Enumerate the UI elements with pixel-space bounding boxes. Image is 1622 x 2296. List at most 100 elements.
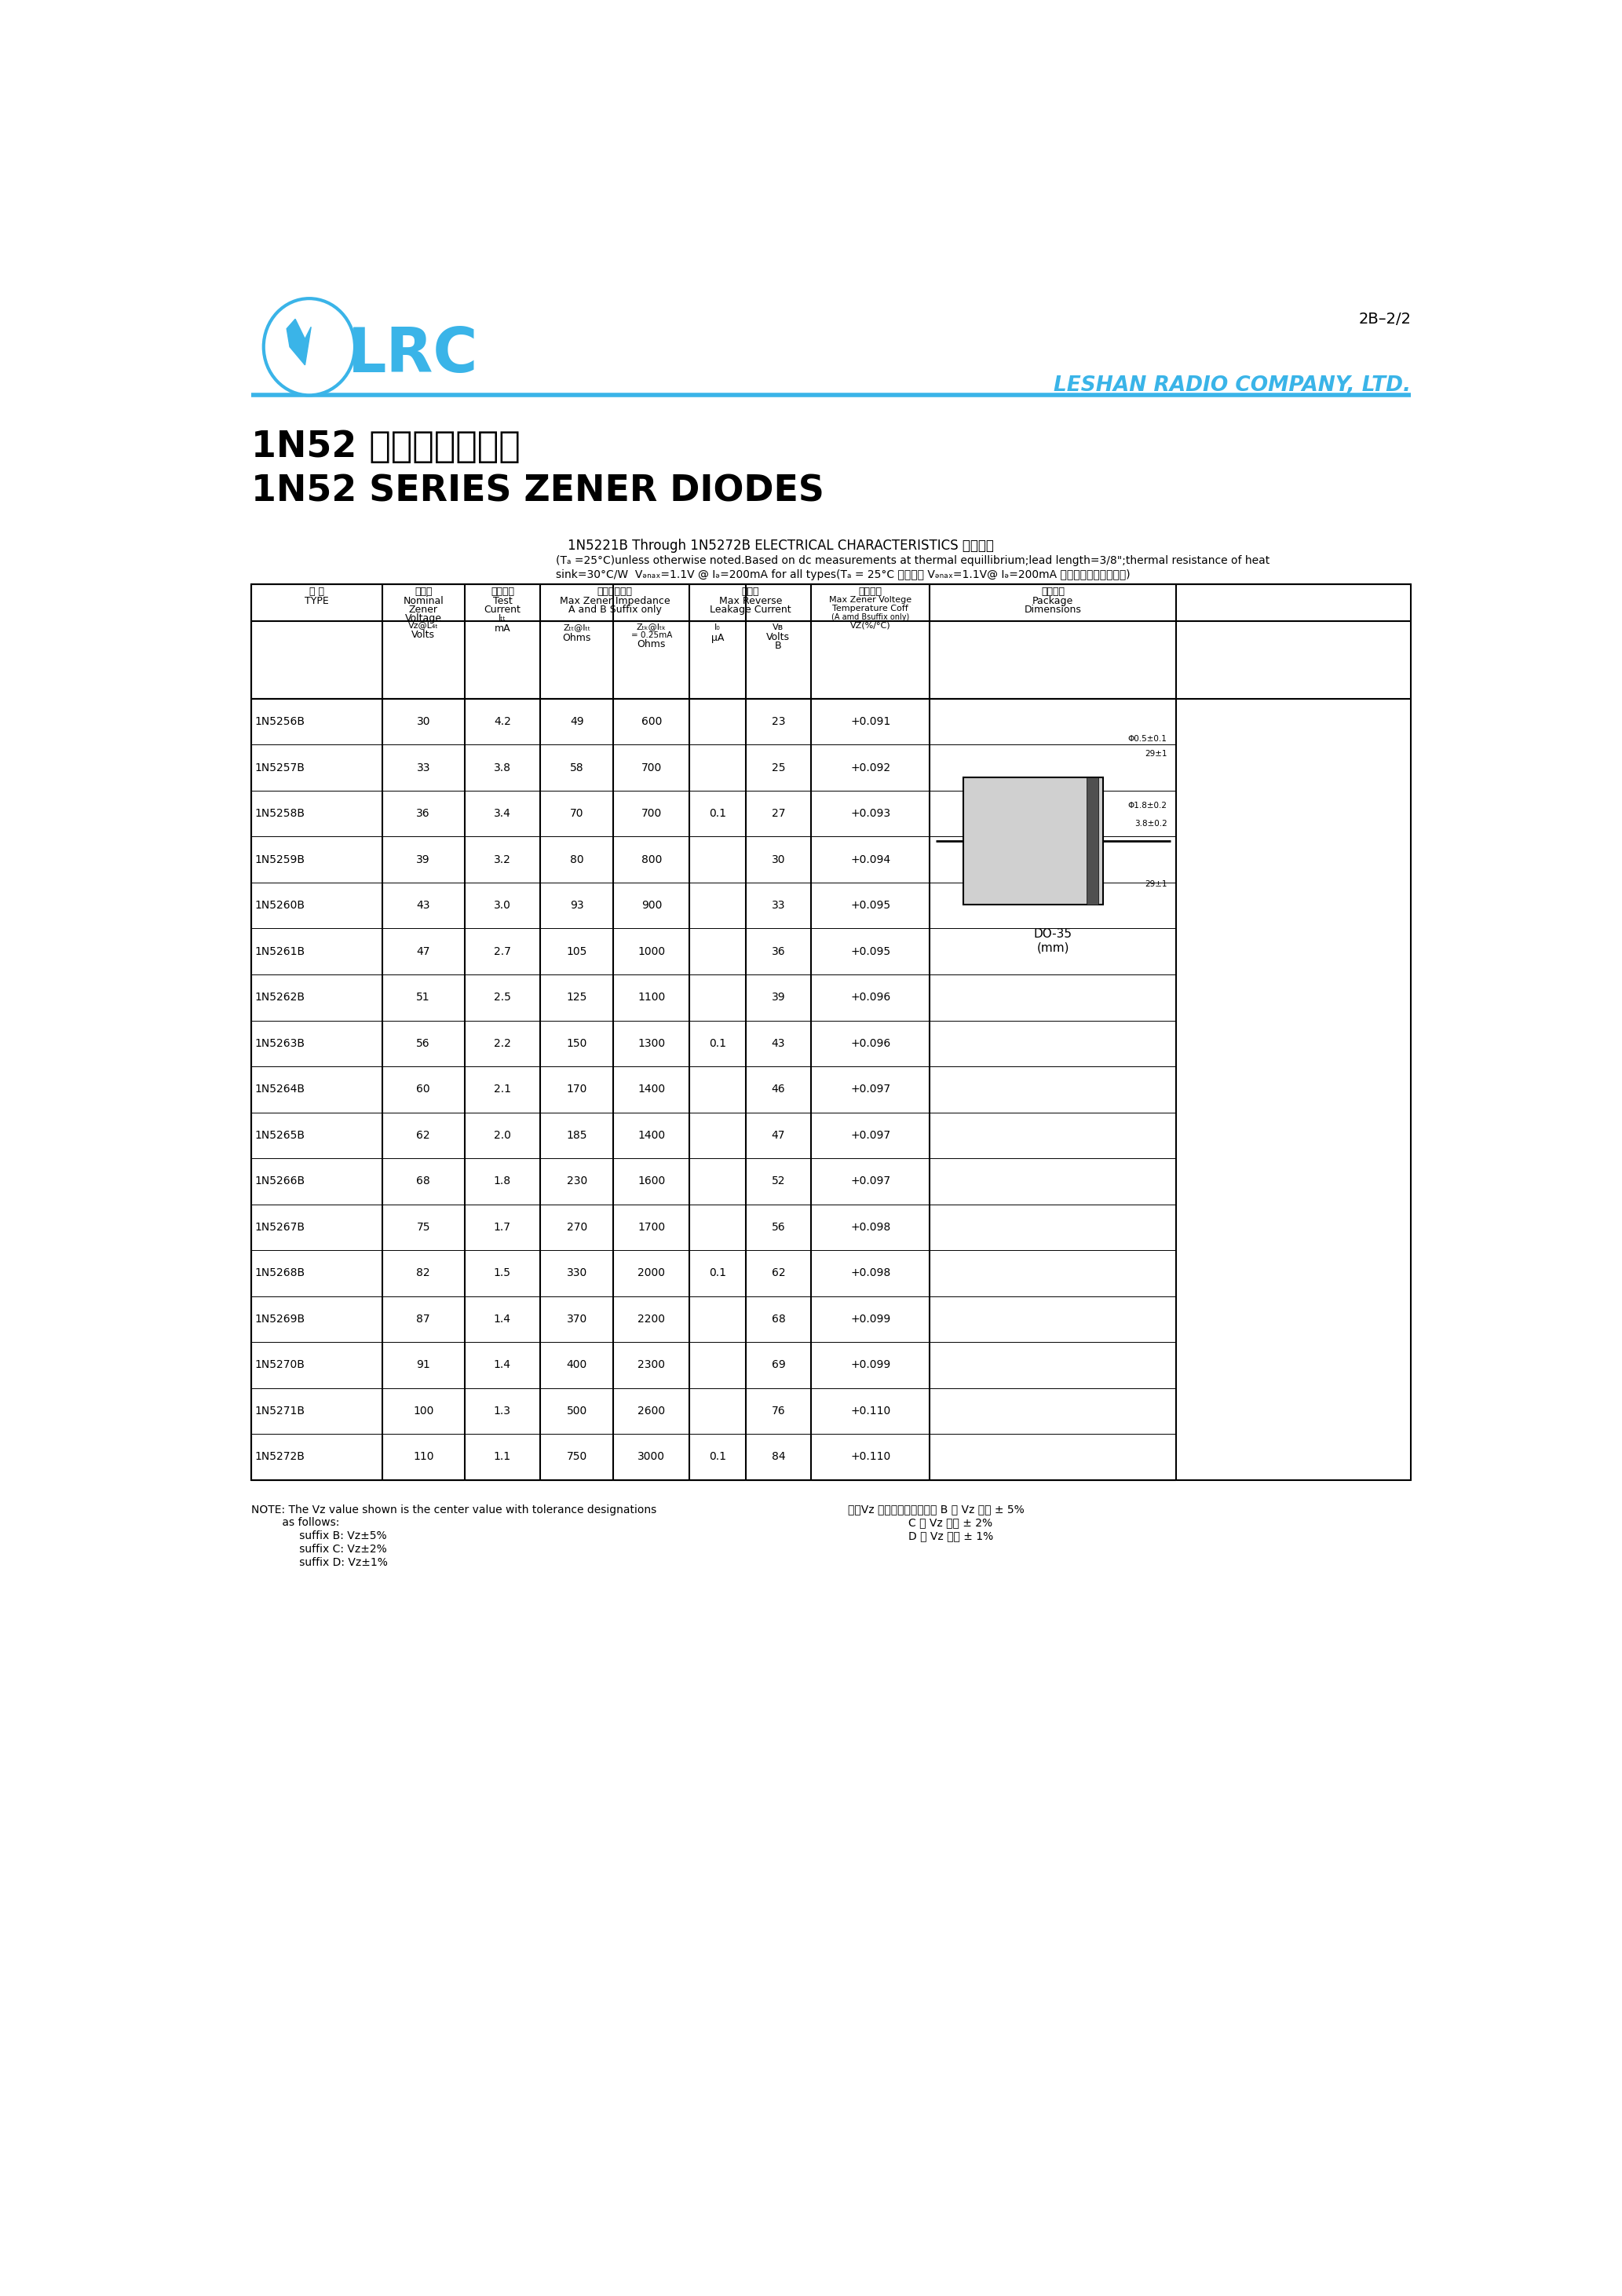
Text: VZ(%/°C): VZ(%/°C): [850, 622, 890, 629]
Text: 700: 700: [641, 808, 662, 820]
Text: +0.092: +0.092: [850, 762, 890, 774]
Text: +0.093: +0.093: [850, 808, 890, 820]
Text: 1N5221B Through 1N5272B ELECTRICAL CHARACTERISTICS 电性参数: 1N5221B Through 1N5272B ELECTRICAL CHARA…: [568, 540, 994, 553]
Text: 1N5272B: 1N5272B: [255, 1451, 305, 1463]
Text: LRC: LRC: [347, 326, 478, 386]
Text: +0.096: +0.096: [850, 992, 890, 1003]
Text: 1.1: 1.1: [493, 1451, 511, 1463]
Text: Voltage: Voltage: [406, 613, 441, 622]
Text: 测试电流: 测试电流: [490, 585, 514, 597]
Text: 1400: 1400: [637, 1130, 665, 1141]
Text: 51: 51: [417, 992, 430, 1003]
Text: 56: 56: [772, 1221, 785, 1233]
Text: 1400: 1400: [637, 1084, 665, 1095]
Text: = 0.25mA: = 0.25mA: [631, 631, 672, 638]
Polygon shape: [287, 319, 311, 365]
Text: 2.5: 2.5: [493, 992, 511, 1003]
Text: +0.110: +0.110: [850, 1451, 890, 1463]
Text: as follows:: as follows:: [251, 1518, 339, 1529]
Text: 125: 125: [566, 992, 587, 1003]
Text: +0.097: +0.097: [850, 1084, 890, 1095]
Text: 82: 82: [417, 1267, 430, 1279]
Text: 29±1: 29±1: [1145, 879, 1168, 889]
Text: 30: 30: [772, 854, 785, 866]
Text: Nominal: Nominal: [402, 597, 444, 606]
Text: 43: 43: [772, 1038, 785, 1049]
Text: 4.2: 4.2: [493, 716, 511, 728]
Text: 70: 70: [569, 808, 584, 820]
Text: 800: 800: [641, 854, 662, 866]
Text: 43: 43: [417, 900, 430, 912]
Text: 2200: 2200: [637, 1313, 665, 1325]
Text: 注：Vz 为稳压中心値，其中 B 档 Vz 容差 ± 5%: 注：Vz 为稳压中心値，其中 B 档 Vz 容差 ± 5%: [848, 1504, 1023, 1515]
Bar: [251, 583, 1411, 1481]
Text: +0.091: +0.091: [850, 716, 890, 728]
Text: 56: 56: [417, 1038, 430, 1049]
Text: 700: 700: [641, 762, 662, 774]
Text: +0.110: +0.110: [850, 1405, 890, 1417]
Text: 750: 750: [566, 1451, 587, 1463]
Text: 230: 230: [566, 1176, 587, 1187]
Text: Max Reverse: Max Reverse: [719, 597, 782, 606]
Text: DO-35: DO-35: [1033, 928, 1072, 941]
Text: 105: 105: [566, 946, 587, 957]
Text: 29±1: 29±1: [1145, 751, 1168, 758]
Text: 2000: 2000: [637, 1267, 665, 1279]
Text: 1N5269B: 1N5269B: [255, 1313, 305, 1325]
Text: 2.1: 2.1: [493, 1084, 511, 1095]
Text: 3.4: 3.4: [493, 808, 511, 820]
Text: 68: 68: [772, 1313, 785, 1325]
Text: 84: 84: [772, 1451, 785, 1463]
Text: 1N5264B: 1N5264B: [255, 1084, 305, 1095]
Text: Vʙ: Vʙ: [772, 625, 783, 631]
Text: I₀: I₀: [714, 625, 720, 631]
Text: Φ1.8±0.2: Φ1.8±0.2: [1127, 801, 1168, 810]
Text: 27: 27: [772, 808, 785, 820]
Text: Temperature Coff: Temperature Coff: [832, 604, 908, 613]
Text: 3.0: 3.0: [493, 900, 511, 912]
Text: suffix B: Vz±5%: suffix B: Vz±5%: [251, 1531, 388, 1541]
Text: 2.0: 2.0: [493, 1130, 511, 1141]
Text: 25: 25: [772, 762, 785, 774]
Text: 900: 900: [641, 900, 662, 912]
Text: 69: 69: [772, 1359, 785, 1371]
Text: Iₜₜ: Iₜₜ: [498, 613, 506, 622]
Text: 温度系数: 温度系数: [858, 585, 882, 597]
Text: 49: 49: [569, 716, 584, 728]
Text: 0.1: 0.1: [709, 1451, 727, 1463]
Text: +0.095: +0.095: [850, 900, 890, 912]
Text: 46: 46: [772, 1084, 785, 1095]
Text: +0.099: +0.099: [850, 1313, 890, 1325]
Text: TYPE: TYPE: [305, 597, 329, 606]
Text: 1N5260B: 1N5260B: [255, 900, 305, 912]
Text: 62: 62: [772, 1267, 785, 1279]
Text: 1N5258B: 1N5258B: [255, 808, 305, 820]
Text: Ohms: Ohms: [637, 641, 665, 650]
Text: 36: 36: [417, 808, 430, 820]
Text: C 档 Vz 容差 ± 2%: C 档 Vz 容差 ± 2%: [908, 1518, 993, 1529]
Text: Max Zener Impedance: Max Zener Impedance: [560, 597, 670, 606]
Text: NOTE: The Vz value shown is the center value with tolerance designations: NOTE: The Vz value shown is the center v…: [251, 1504, 657, 1515]
Text: +0.096: +0.096: [850, 1038, 890, 1049]
Text: 370: 370: [566, 1313, 587, 1325]
Text: suffix D: Vz±1%: suffix D: Vz±1%: [251, 1557, 388, 1568]
Text: Ohms: Ohms: [563, 634, 592, 643]
Text: 33: 33: [772, 900, 785, 912]
Text: μA: μA: [710, 634, 723, 643]
Text: 60: 60: [417, 1084, 430, 1095]
Text: 3.8±0.2: 3.8±0.2: [1134, 820, 1168, 827]
Text: +0.094: +0.094: [850, 854, 890, 866]
Text: Dimensions: Dimensions: [1025, 604, 1082, 615]
Text: (Tₐ =25°C)unless otherwise noted.Based on dc measurements at thermal equillibriu: (Tₐ =25°C)unless otherwise noted.Based o…: [556, 556, 1270, 565]
Text: 47: 47: [417, 946, 430, 957]
Text: 80: 80: [569, 854, 584, 866]
Text: 110: 110: [414, 1451, 433, 1463]
Text: 型 号: 型 号: [310, 585, 324, 597]
Text: 2300: 2300: [637, 1359, 665, 1371]
Text: 0.1: 0.1: [709, 808, 727, 820]
Text: 36: 36: [772, 946, 785, 957]
Text: 87: 87: [417, 1313, 430, 1325]
Text: 1N5259B: 1N5259B: [255, 854, 305, 866]
Text: +0.099: +0.099: [850, 1359, 890, 1371]
Text: +0.097: +0.097: [850, 1130, 890, 1141]
